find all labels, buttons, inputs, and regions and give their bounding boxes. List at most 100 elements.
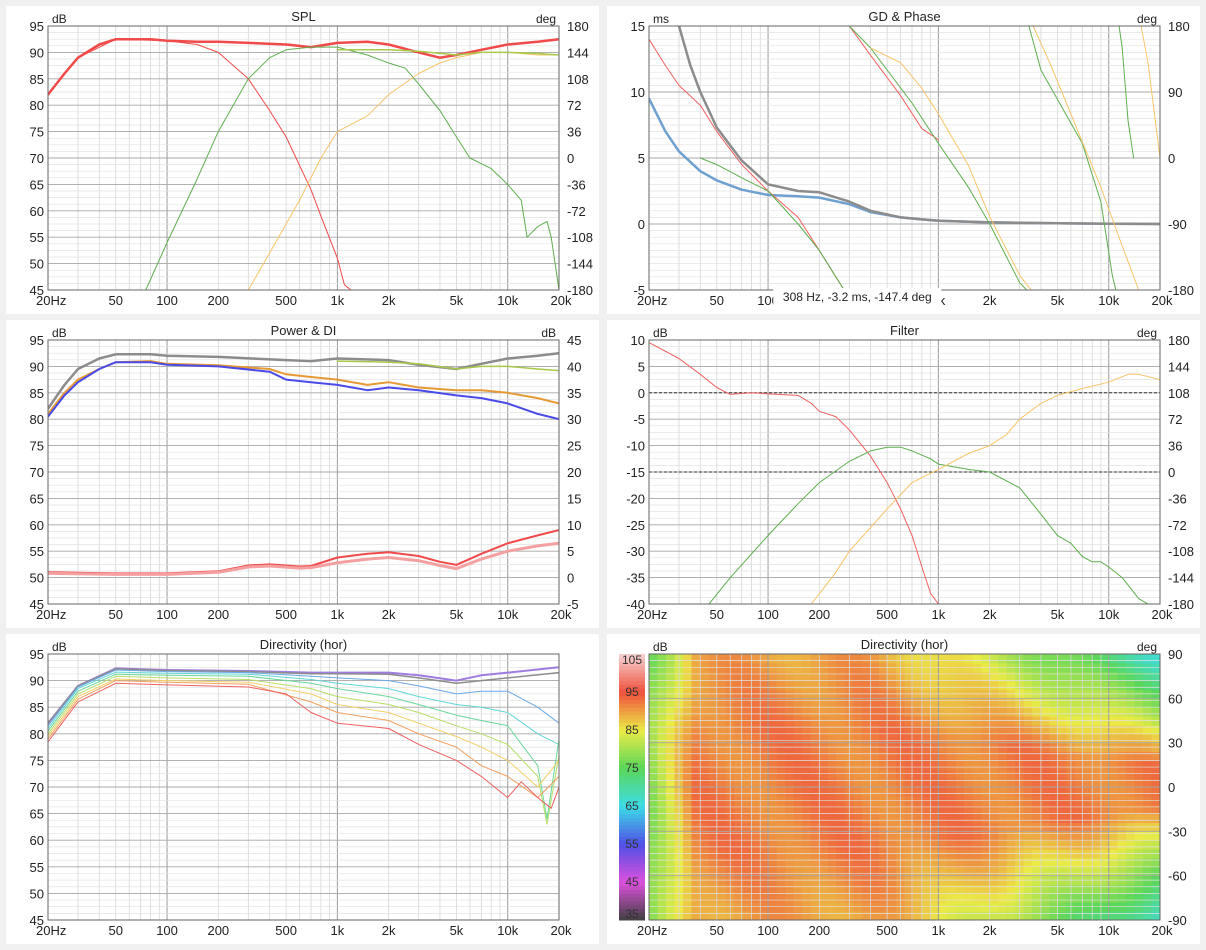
spl-chart[interactable]: SPL dB deg 95 90 85 80 75 70 65 60 55 50 45 180 144 108 7… [6,6,599,314]
heatmap-cell [1040,778,1050,788]
directivity-lines-panel[interactable]: Directivity (hor) dB 95 90 85 80 75 70 65 60 55 50 4… [6,634,599,944]
heatmap-cell [1032,857,1042,868]
heatmap-cell [921,671,931,682]
heatmap-cell [972,804,982,815]
heatmap-cell [1134,707,1144,717]
heatmap-cell [861,857,872,868]
heatmap-cell [904,760,914,770]
heatmap-cell [981,680,991,691]
heatmap-cell [921,804,931,815]
heatmap-cell [989,831,999,841]
heatmap-cell [1108,654,1119,664]
directivity-lines-chart[interactable]: Directivity (hor) dB 95 90 85 80 75 70 65 60 55 50 4… [6,634,599,944]
heatmap-cell [717,866,727,877]
heatmap-cell [1151,813,1160,824]
heatmap-cell [708,866,718,877]
heatmap-cell [700,911,710,920]
heatmap-cell [1032,884,1042,894]
filter-panel[interactable]: Filter dB deg 10 5 0 -5 -10 -15 -20 -25 -30 -35 -40 18… [607,320,1200,628]
heatmap-cell [1049,707,1059,717]
y-tick-label: 90 [30,674,44,689]
heatmap-cell [1032,724,1042,735]
heatmap-cell [955,866,965,877]
colorbar-tick-label: 45 [625,875,639,889]
heatmap-cell [904,884,914,894]
heatmap-cell [1142,760,1153,770]
heatmap-cell [947,866,957,877]
heatmap-cell [861,724,872,735]
heatmap-cell [853,787,863,797]
heatmap-cell [1117,733,1127,744]
heatmap-cell [930,733,940,744]
heatmap-cell [1091,911,1101,920]
heatmap-cell [785,680,795,691]
spl-panel[interactable]: SPL dB deg 95 90 85 80 75 70 65 60 55 50 45 180 144 108 7… [6,6,599,314]
heatmap-cell [700,654,710,664]
heatmap-cell [793,724,803,735]
heatmap-cell [1049,857,1059,868]
y-tick-label: 55 [30,230,44,245]
directivity-map-panel[interactable]: 105 95 85 75 65 55 45 35 Directivity (hor) dB deg 9… [607,634,1200,944]
y2-tick-label: -72 [567,204,586,219]
heatmap-cell [921,724,931,735]
colorbar-swatch [619,794,645,799]
heatmap-cell [683,813,693,824]
heatmap-cell [861,778,872,788]
heatmap-cell [819,778,829,788]
x-tick-label: 5k [450,923,464,938]
colorbar-swatch [619,676,645,682]
heatmap-cell [836,813,846,824]
colorbar-swatch [619,828,645,834]
series-line [48,351,559,410]
colorbar-swatch [619,718,645,723]
gd-phase-panel[interactable]: GD & Phase ms deg 15 10 5 0 -5 180 90 0 -90 -180 20Hz… [607,6,1200,314]
heatmap-cell [887,804,897,815]
heatmap-cell [1117,787,1127,797]
heatmap-cell [785,778,795,788]
heatmap-cell [947,698,957,708]
heatmap-cell [878,751,889,761]
series-line [336,49,559,56]
heatmap-cell [776,857,786,868]
heatmap-cell [1006,760,1016,770]
plot-grid [648,25,1161,291]
heatmap-cell [1083,813,1093,824]
heatmap-cell [751,778,761,788]
heatmap-cell [666,671,676,682]
heatmap-cell [887,751,897,761]
power-di-panel[interactable]: Power & DI dB dB 95 90 85 80 75 70 65 60 55 50 45 45 40… [6,320,599,628]
heatmap-cell [921,884,931,894]
heatmap-cell [819,751,829,761]
y2-tick-label: 144 [567,45,589,60]
heatmap-cell [1057,707,1067,717]
heatmap-cell [1023,840,1033,850]
colorbar-swatch [619,806,645,811]
colorbar-swatch [619,847,645,853]
x-tick-label: 20Hz [637,923,667,938]
heatmap-cell [683,866,693,877]
y2-tick-label: 60 [1168,691,1182,706]
y-tick-label: 90 [30,45,44,60]
heatmap-cell [861,911,872,920]
directivity-map-chart[interactable]: 105 95 85 75 65 55 45 35 Directivity (hor) dB deg 9… [607,634,1200,944]
heatmap-cell [666,778,676,788]
heatmap-cell [989,911,999,920]
colorbar-swatch [619,775,645,780]
heatmap-cell [827,893,837,903]
right-axis-unit: deg [1137,640,1157,654]
x-tick-label: 20Hz [637,293,667,308]
x-tick-label: 500 [876,923,898,938]
heatmap-cell [1134,654,1144,664]
heatmap-cell [649,671,659,682]
y-tick-label: 80 [30,727,44,742]
heatmap-cell [1100,813,1110,824]
y2-tick-label: 30 [1168,736,1182,751]
heatmap-cell [819,866,829,877]
heatmap-cell [972,840,982,850]
heatmap-cell [657,804,667,815]
heatmap-cell [1125,698,1136,708]
heatmap-cell [1040,654,1050,664]
